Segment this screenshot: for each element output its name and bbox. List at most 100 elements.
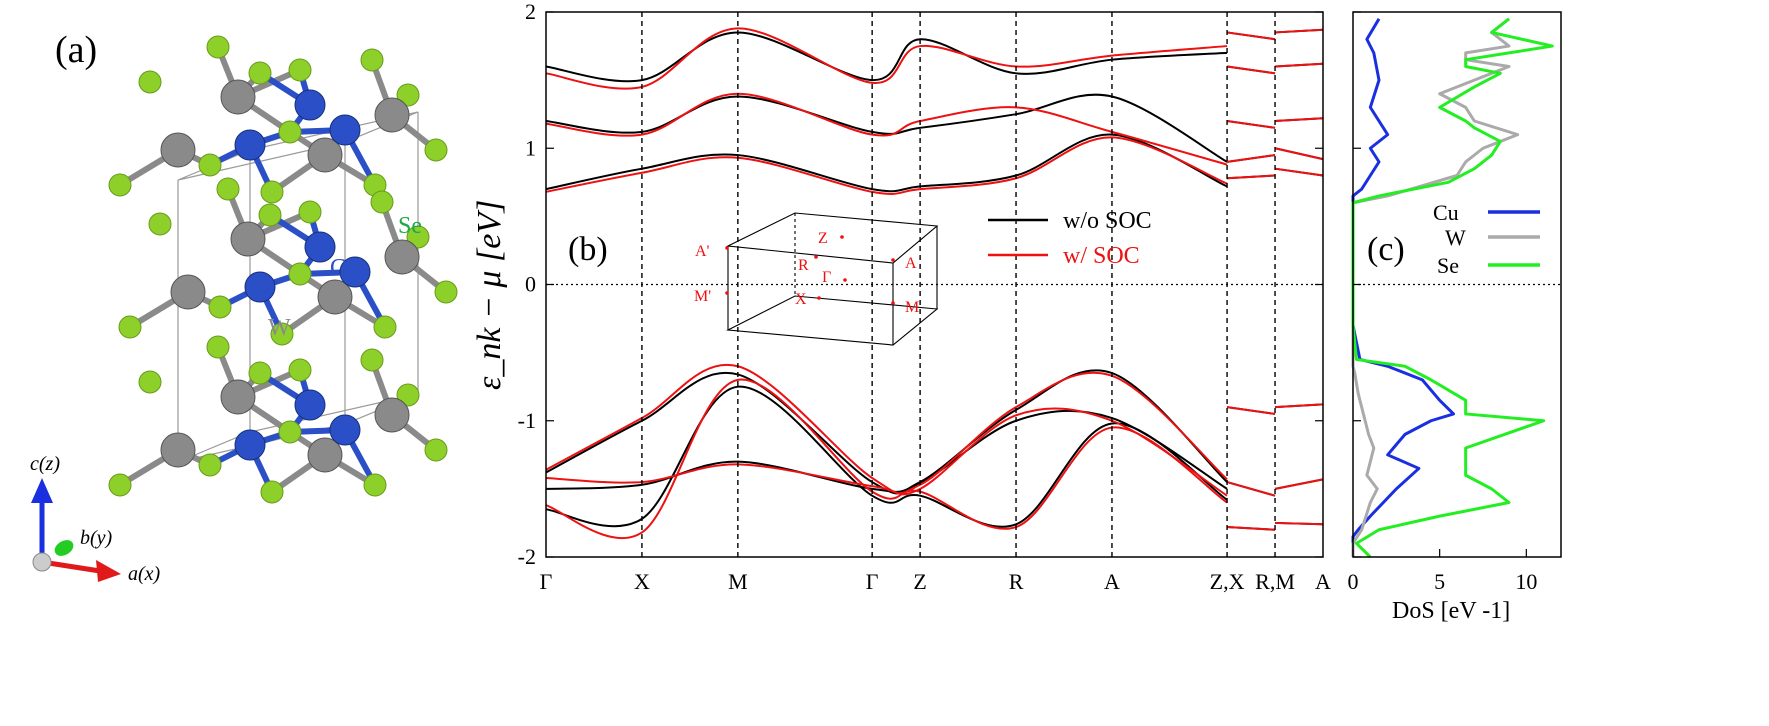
dos-legend-cu: Cu bbox=[1433, 200, 1459, 225]
w-atom bbox=[230, 221, 266, 257]
cu-atom bbox=[329, 114, 361, 146]
w-atom bbox=[374, 97, 410, 133]
band-line-w-soc bbox=[545, 27, 1228, 90]
w-atom bbox=[170, 274, 206, 310]
w-atom bbox=[374, 397, 410, 433]
dos-xlabel: DoS [eV -1] bbox=[1392, 598, 1510, 624]
band-x-tick-label: R bbox=[1009, 569, 1024, 594]
atoms bbox=[108, 35, 458, 504]
w-atom bbox=[220, 79, 256, 115]
band-segment bbox=[1274, 403, 1324, 409]
se-atom bbox=[108, 173, 132, 197]
w-atom bbox=[307, 137, 343, 173]
band-segment bbox=[1275, 521, 1324, 526]
w-atom bbox=[317, 279, 353, 315]
se-atom bbox=[260, 180, 284, 204]
se-atom bbox=[363, 473, 387, 497]
se-atom bbox=[396, 383, 420, 407]
dos-x-tick-label: 0 bbox=[1348, 569, 1359, 594]
dos-x-tick-label: 5 bbox=[1434, 569, 1445, 594]
band-segment bbox=[1226, 154, 1276, 163]
band-line-wo-soc bbox=[545, 31, 1228, 83]
legend-label-wo-soc: w/o SOC bbox=[1063, 208, 1152, 234]
bz-labels: A' Z R Γ A M' X M bbox=[694, 230, 919, 316]
bz-point-M-prime: M' bbox=[694, 288, 711, 305]
band-x-tick-label: Z bbox=[913, 569, 926, 594]
band-line-w-soc bbox=[545, 378, 1228, 540]
dos-legend-se: Se bbox=[1437, 253, 1459, 278]
dos-axes: 0 5 10 bbox=[1348, 11, 1561, 594]
se-atom bbox=[206, 335, 230, 359]
dos-legend: Cu W Se bbox=[1433, 200, 1540, 278]
se-atom bbox=[288, 358, 312, 382]
axes-triad: c(z) b(y) a(x) bbox=[30, 453, 161, 585]
band-segment bbox=[1274, 117, 1324, 122]
cu-atom bbox=[294, 89, 326, 121]
cu-atom bbox=[234, 129, 266, 161]
band-y-tick-label: 0 bbox=[525, 272, 536, 297]
bz-point-A-prime: A' bbox=[695, 243, 710, 260]
band-x-tick-label: X bbox=[634, 569, 650, 594]
w-atom bbox=[160, 132, 196, 168]
band-y-tick-label: 1 bbox=[525, 135, 536, 160]
a-axis-label: a(x) bbox=[128, 563, 161, 585]
cu-atom bbox=[244, 271, 276, 303]
se-atom bbox=[148, 212, 172, 236]
se-atom bbox=[258, 203, 282, 227]
band-segment bbox=[1226, 120, 1276, 129]
w-atom bbox=[220, 379, 256, 415]
bz-point-R: R bbox=[798, 257, 809, 274]
band-segment bbox=[1226, 31, 1276, 41]
band-segment bbox=[1227, 174, 1276, 180]
band-y-tick-label: -1 bbox=[518, 408, 536, 433]
w-atom bbox=[384, 239, 420, 275]
se-atom bbox=[208, 295, 232, 319]
band-x-tick-label: A bbox=[1315, 569, 1331, 594]
bz-point-A: A bbox=[905, 255, 917, 272]
panel-label-b: (b) bbox=[568, 231, 608, 268]
cu-atom bbox=[234, 429, 266, 461]
band-x-tick-label: R,M bbox=[1255, 569, 1295, 594]
band-line-wo-soc bbox=[545, 133, 1228, 193]
se-atom bbox=[424, 438, 448, 462]
label-cu: Cu bbox=[330, 255, 358, 281]
band-line-wo-soc bbox=[545, 385, 1228, 528]
b-axis-arrow bbox=[54, 540, 74, 556]
se-atom bbox=[298, 200, 322, 224]
se-atom bbox=[198, 453, 222, 477]
band-x-tick-label: Γ bbox=[866, 569, 879, 594]
se-atom bbox=[206, 35, 230, 59]
crystal-structure-panel: (a) Cu W Se c(z) b(y) a(x) bbox=[30, 29, 458, 585]
band-segment bbox=[1274, 167, 1324, 177]
cu-atom bbox=[339, 256, 371, 288]
dos-x-tick-label: 10 bbox=[1515, 569, 1537, 594]
bz-point-Gamma: Γ bbox=[822, 269, 831, 286]
bz-point-Z: Z bbox=[818, 230, 828, 247]
band-x-tick-label: Γ bbox=[540, 569, 553, 594]
se-atom bbox=[278, 420, 302, 444]
w-atom bbox=[307, 437, 343, 473]
a-axis-arrow bbox=[41, 559, 101, 574]
se-atom bbox=[138, 70, 162, 94]
cu-atom bbox=[329, 414, 361, 446]
se-atom bbox=[370, 190, 394, 214]
band-line-wo-soc bbox=[545, 409, 1228, 493]
band-y-tick-label: 2 bbox=[525, 0, 536, 24]
bz-point-M: M bbox=[905, 299, 919, 316]
band-y-tick-label: -2 bbox=[518, 544, 536, 569]
se-atom bbox=[360, 348, 384, 372]
band-line-w-soc bbox=[545, 136, 1228, 195]
se-atom bbox=[198, 153, 222, 177]
band-segment bbox=[1226, 481, 1276, 497]
dos-panel: 0 5 10 DoS [eV -1] (c) Cu W Se bbox=[1348, 11, 1562, 624]
band-x-tick-label: M bbox=[728, 569, 748, 594]
band-line-w-soc bbox=[545, 92, 1228, 166]
se-atom bbox=[216, 177, 240, 201]
band-segment bbox=[1226, 65, 1276, 75]
se-atom bbox=[138, 370, 162, 394]
cu-atom bbox=[304, 231, 336, 263]
se-atom bbox=[288, 58, 312, 82]
